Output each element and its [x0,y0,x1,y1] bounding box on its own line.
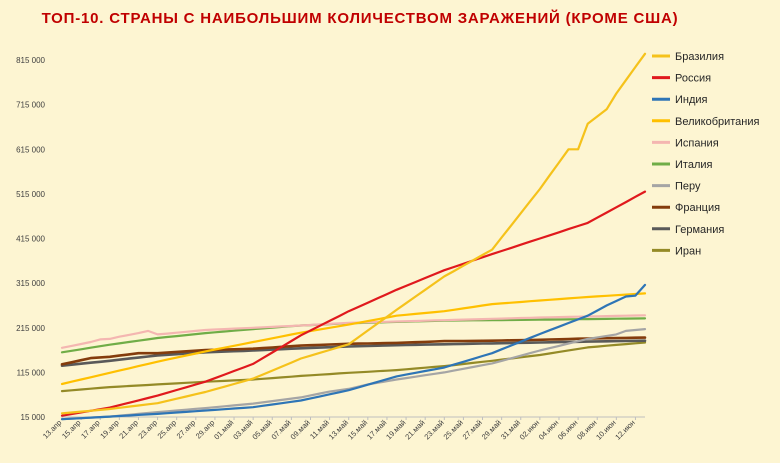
x-tick-label: 21.май [403,418,426,441]
x-tick-label: 29.май [480,418,503,441]
y-tick-label: 515 000 [16,190,45,199]
x-tick-label: 15.май [346,418,369,441]
x-tick-label: 06.июн [556,418,580,442]
x-tick-label: 13.май [327,418,350,441]
legend-label: Германия [675,224,724,236]
x-tick-label: 17.апр [79,418,102,441]
x-tick-label: 19.апр [98,418,121,441]
legend-label: Италия [675,159,713,171]
x-tick-label: 03.май [231,418,254,441]
legend-label: Иран [675,245,701,257]
legend-label: Великобритания [675,116,760,128]
x-tick-label: 12.июн [613,418,637,442]
legend-label: Перу [675,181,701,193]
x-tick-label: 11.май [308,418,331,441]
y-tick-label: 615 000 [16,145,45,154]
x-tick-label: 08.июн [575,418,599,442]
y-tick-label: 415 000 [16,235,45,244]
series-line [60,341,647,393]
series-line [60,339,647,367]
y-tick-label: 715 000 [16,101,45,110]
y-tick-label: 215 000 [16,324,45,333]
legend-label: Испания [675,137,719,149]
y-tick-label: 115 000 [17,368,46,377]
x-tick-label: 09.май [289,418,312,441]
x-tick-label: 27.апр [175,418,198,441]
x-tick-label: 23.апр [136,418,159,441]
x-tick-label: 07.май [269,418,292,441]
y-tick-label: 15 000 [21,413,46,422]
legend-label: Франция [675,202,720,214]
legend: Бразилия Россия Индия Великобритания Испания… [652,51,760,257]
legend-label: Бразилия [675,51,724,63]
x-tick-label: 25.апр [156,418,179,441]
x-tick-label: 31.май [499,418,522,441]
axes: 15 000 115 000 215 000 315 000 415 000 515 00… [16,56,645,442]
chart-title: ТОП-10. СТРАНЫ С НАИБОЛЬШИМ КОЛИЧЕСТВОМ … [41,10,679,27]
x-tick-label: 02.июн [518,418,542,442]
x-tick-label: 27.май [461,418,484,441]
y-tick-label: 815 000 [16,56,45,65]
series-line [60,52,647,415]
x-tick-label: 10.июн [594,418,618,442]
series-line [60,336,647,366]
legend-label: Индия [675,94,708,106]
legend-label: Россия [675,73,711,85]
x-tick-label: 19.май [384,418,407,441]
x-tick-label: 23.май [422,418,445,441]
x-tick-label: 01.май [212,418,235,441]
x-tick-label: 25.май [442,418,465,441]
series-lines [60,52,647,421]
series-line [60,190,647,417]
x-tick-label: 21.апр [117,418,140,441]
series-line [60,283,647,421]
y-tick-label: 315 000 [16,279,45,288]
x-tick-label: 17.май [365,418,388,441]
x-tick-label: 15.апр [60,418,83,441]
x-tick-label: 05.май [250,418,273,441]
x-tick-label: 04.июн [537,418,561,442]
series-line [60,292,647,386]
